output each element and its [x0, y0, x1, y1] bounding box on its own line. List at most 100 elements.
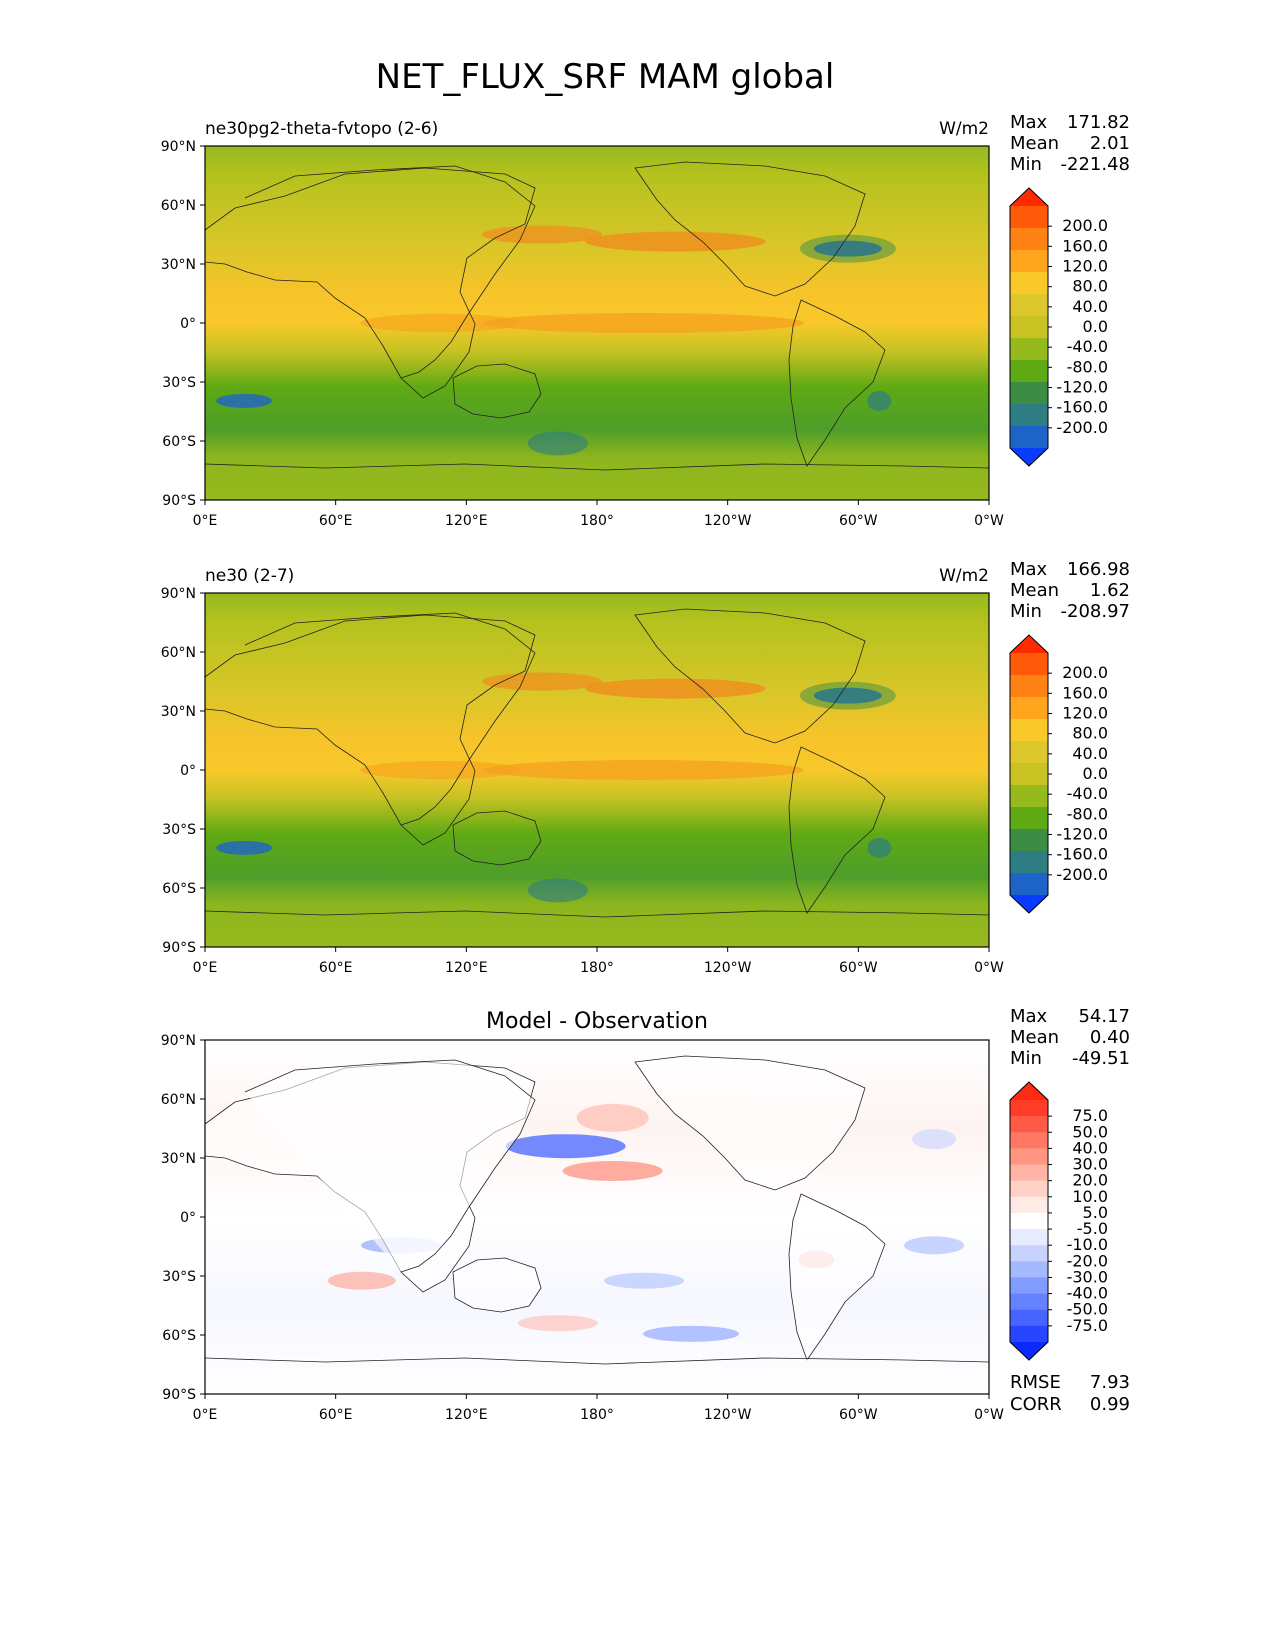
lon-tick-label: 0°W — [974, 513, 1004, 529]
lon-tick-label: 0°E — [193, 960, 218, 976]
colorbar-extend-min — [1010, 448, 1048, 466]
lon-tick-label: 0°W — [974, 1407, 1004, 1423]
colorbar-band — [1010, 873, 1048, 896]
stat-max-value: 166.98 — [1067, 559, 1130, 580]
colorbar-extend-min — [1010, 1342, 1048, 1360]
lat-tick-label: 30°N — [161, 257, 196, 273]
colorbar-band — [1010, 338, 1048, 361]
colorbar-band — [1010, 1293, 1048, 1311]
lon-tick-label: 0°W — [974, 960, 1004, 976]
lat-tick-label: 60°N — [161, 645, 196, 661]
stat-min-value: -208.97 — [1061, 601, 1130, 622]
colorbar-band — [1010, 675, 1048, 698]
colorbar-tick-label: -75.0 — [1067, 1316, 1108, 1335]
stat-rmse-value: 7.93 — [1090, 1372, 1130, 1393]
colorbar-band — [1010, 1132, 1048, 1149]
colorbar-tick-label: 0.0 — [1083, 317, 1108, 336]
colorbar-tick-label: -160.0 — [1056, 398, 1108, 417]
colorbar-extend-max — [1010, 188, 1048, 206]
colorbar-band — [1010, 851, 1048, 874]
lat-tick-label: 0° — [180, 763, 196, 779]
colorbar-band — [1010, 1277, 1048, 1295]
colorbar-tick-label: 120.0 — [1062, 257, 1108, 276]
colorbar-tick-label: 75.0 — [1072, 1106, 1108, 1125]
lon-tick-label: 180° — [580, 960, 614, 976]
colorbar-band — [1010, 1148, 1048, 1166]
stat-max-label: Max — [1010, 559, 1048, 580]
lon-tick-label: 60°W — [839, 1407, 878, 1423]
colorbar-band — [1010, 206, 1048, 229]
colorbar-tick-label: 0.0 — [1083, 764, 1108, 783]
colorbar-band — [1010, 785, 1048, 808]
colorbar-tick-label: -30.0 — [1067, 1267, 1108, 1286]
colorbar-band — [1010, 294, 1048, 317]
lat-tick-label: 90°N — [161, 586, 196, 602]
colorbar-extend-min — [1010, 895, 1048, 913]
colorbar-extend-max — [1010, 1082, 1048, 1100]
colorbar-band — [1010, 1229, 1048, 1246]
colorbar-band — [1010, 1325, 1048, 1343]
lat-tick-label: 30°N — [161, 1151, 196, 1167]
map-panel-test: 90°N 60°N 30°N 0° 30°S 60°S 90°S 0°E 60°E 120°E 18… — [161, 112, 1130, 529]
colorbar-tick-label: -40.0 — [1067, 1284, 1108, 1303]
stat-mean-label: Mean — [1010, 1027, 1059, 1048]
stat-corr-value: 0.99 — [1090, 1394, 1130, 1415]
colorbar-tick-label: 50.0 — [1072, 1122, 1108, 1141]
colorbar-tick-label: -10.0 — [1067, 1235, 1108, 1254]
colorbar-band — [1010, 1116, 1048, 1133]
colorbar-band — [1010, 1100, 1048, 1117]
lon-tick-label: 60°E — [319, 513, 353, 529]
colorbar-band — [1010, 1309, 1048, 1327]
stat-max-label: Max — [1010, 112, 1048, 133]
colorbar-tick-label: -160.0 — [1056, 845, 1108, 864]
lon-tick-label: 60°W — [839, 513, 878, 529]
colorbar-band — [1010, 829, 1048, 852]
lon-tick-label: 60°E — [319, 960, 353, 976]
colorbar-tick-label: 5.0 — [1083, 1203, 1108, 1222]
lat-tick-label: 0° — [180, 1210, 196, 1226]
lon-tick-label: 120°E — [445, 1407, 488, 1423]
colorbar-tick-label: -80.0 — [1067, 357, 1108, 376]
colorbar-band — [1010, 1212, 1048, 1230]
colorbar-tick-label: -5.0 — [1077, 1219, 1108, 1238]
stat-mean-value: 1.62 — [1090, 580, 1130, 601]
lon-tick-label: 60°W — [839, 960, 878, 976]
lat-tick-label: 30°S — [162, 822, 196, 838]
colorbar-band — [1010, 1164, 1048, 1182]
lat-tick-label: 90°S — [162, 493, 196, 509]
colorbar-tick-label: -20.0 — [1067, 1251, 1108, 1270]
panels-root: 90°N 60°N 30°N 0° 30°S 60°S 90°S 0°E 60°E 120°E 18… — [161, 112, 1130, 1423]
colorbar-band — [1010, 360, 1048, 383]
lon-tick-label: 0°E — [193, 513, 218, 529]
colorbar-band — [1010, 404, 1048, 427]
stat-max-value: 54.17 — [1078, 1006, 1130, 1027]
colorbar-tick-label: 30.0 — [1072, 1155, 1108, 1174]
stat-mean-label: Mean — [1010, 580, 1059, 601]
colorbar-tick-label: 40.0 — [1072, 297, 1108, 316]
lat-tick-label: 0° — [180, 316, 196, 332]
lat-tick-label: 30°S — [162, 1269, 196, 1285]
colorbar-band — [1010, 1245, 1048, 1262]
lat-tick-label: 90°S — [162, 940, 196, 956]
colorbar-tick-label: -120.0 — [1056, 378, 1108, 397]
colorbar-band — [1010, 250, 1048, 273]
stat-mean-value: 0.40 — [1090, 1027, 1130, 1048]
stat-min-label: Min — [1010, 1048, 1042, 1069]
colorbar-band — [1010, 272, 1048, 295]
stat-mean-value: 2.01 — [1090, 133, 1130, 154]
lat-tick-label: 60°N — [161, 198, 196, 214]
colorbar-tick-label: 120.0 — [1062, 704, 1108, 723]
stat-min-value: -221.48 — [1061, 154, 1130, 175]
colorbar-tick-label: -200.0 — [1056, 418, 1108, 437]
colorbar-tick-label: 10.0 — [1072, 1187, 1108, 1206]
colorbar-tick-label: 40.0 — [1072, 1138, 1108, 1157]
colorbar-tick-label: 40.0 — [1072, 744, 1108, 763]
map-panel-difference: 90°N 60°N 30°N 0° 30°S 60°S 90°S 0°E 60°E 120°E 18… — [161, 1006, 1130, 1423]
stat-min-value: -49.51 — [1072, 1048, 1130, 1069]
colorbar-tick-label: -80.0 — [1067, 804, 1108, 823]
colorbar-tick-label: 160.0 — [1062, 236, 1108, 255]
colorbar-tick-label: 200.0 — [1062, 216, 1108, 235]
colorbar-band — [1010, 228, 1048, 251]
lon-tick-label: 120°E — [445, 960, 488, 976]
